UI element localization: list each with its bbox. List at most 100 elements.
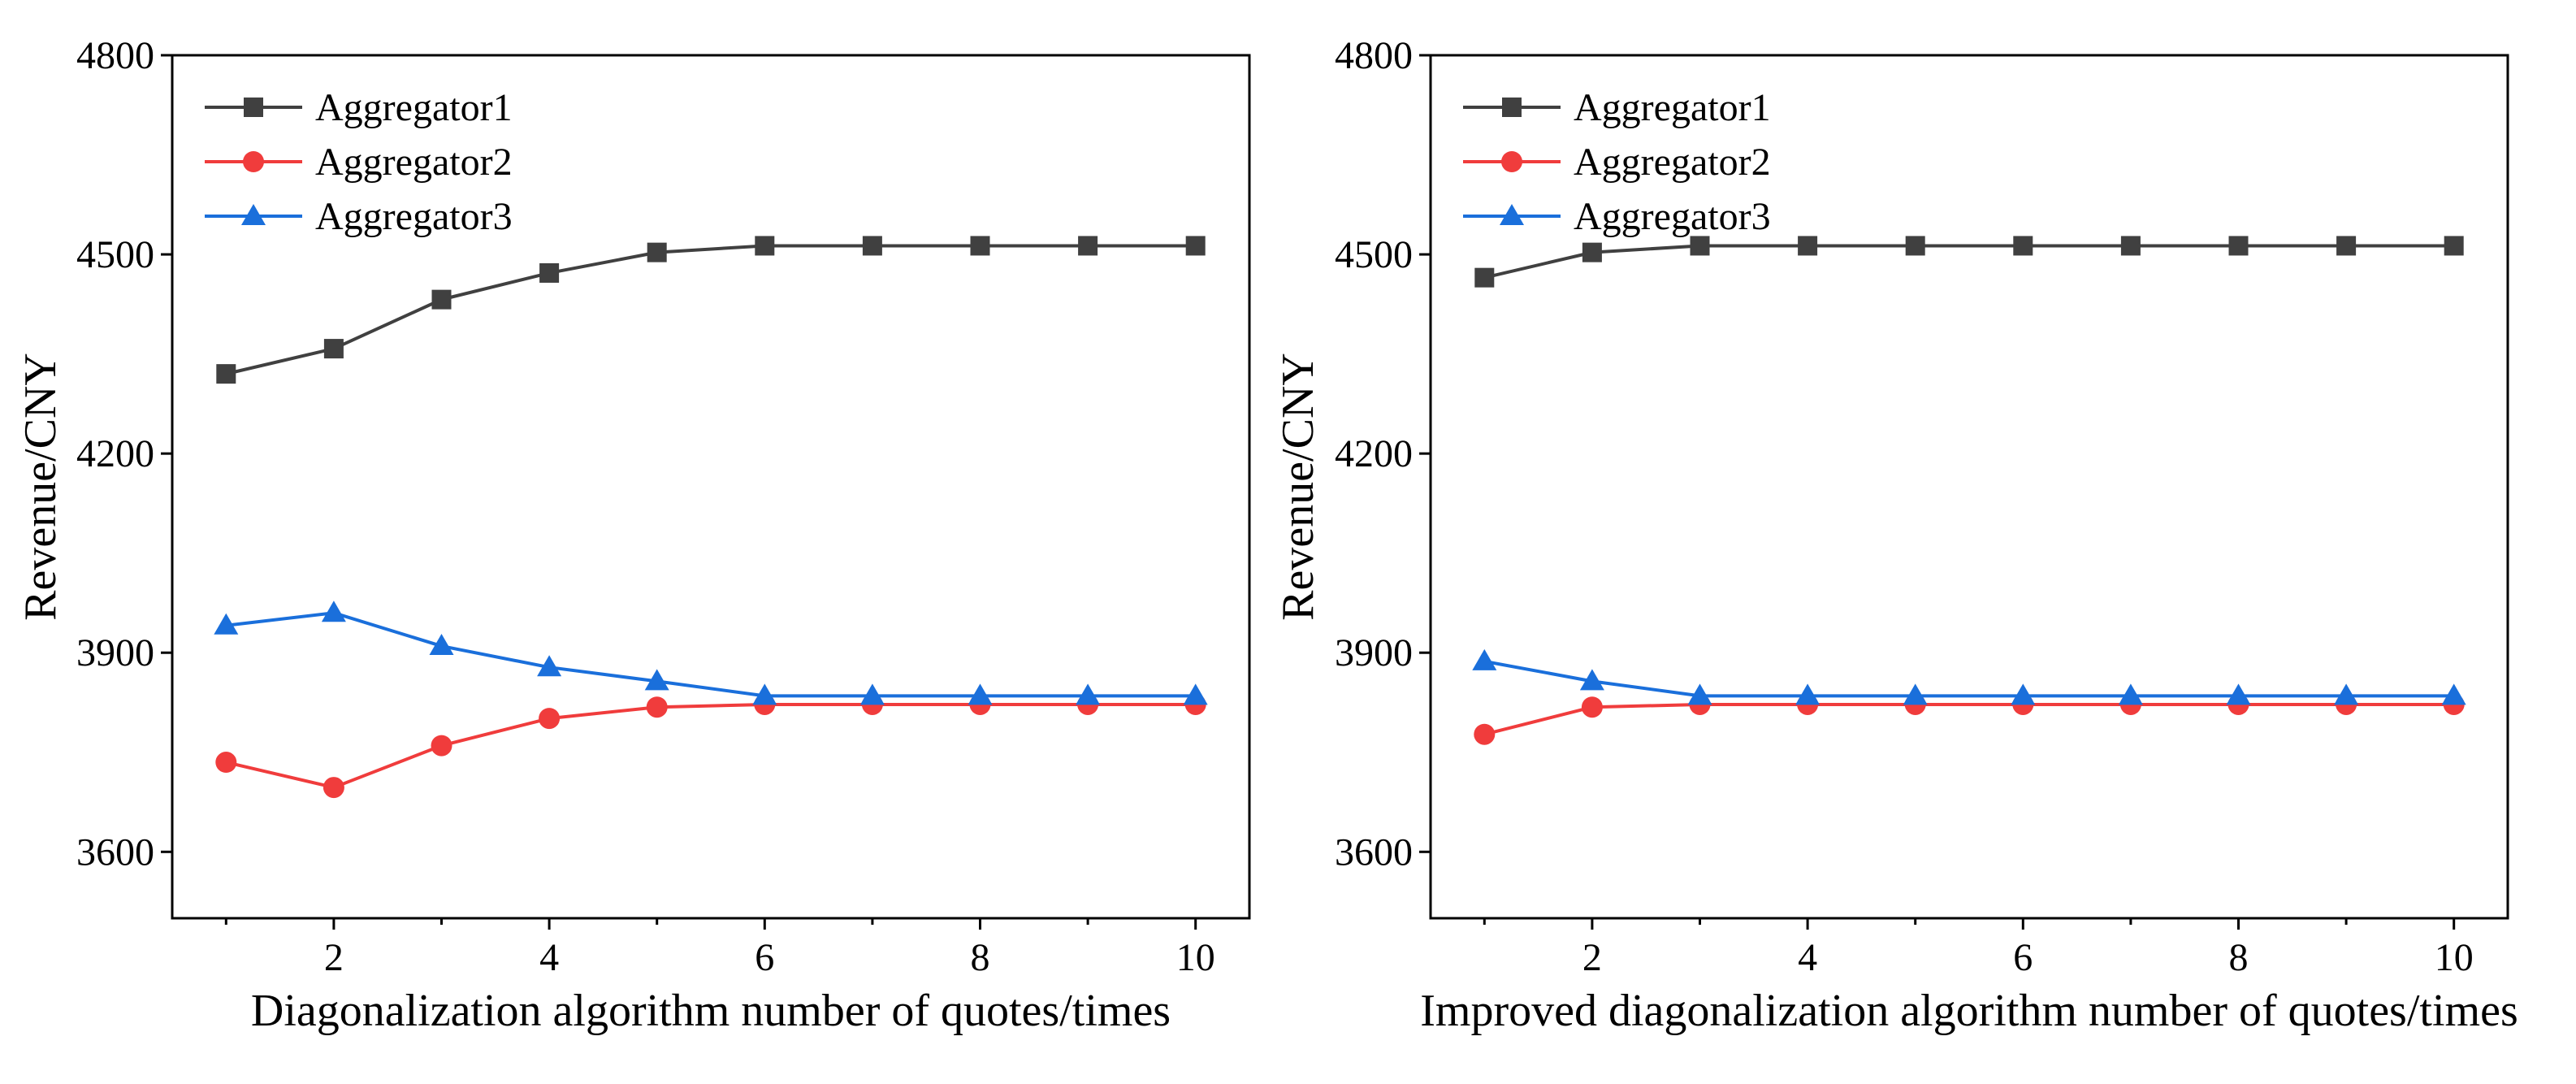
plot-frame [1429, 54, 2509, 920]
series-line [225, 244, 1196, 376]
data-point [431, 289, 452, 310]
legend-label: Aggregator2 [315, 141, 513, 184]
series-aggregator2 [215, 693, 1206, 799]
y-tick-label: 4500 [76, 233, 154, 276]
x-axis-title: Diagonalization algorithm number of quot… [251, 986, 1171, 1036]
data-point [2334, 683, 2359, 705]
data-point [647, 242, 667, 262]
chart-panel-2: 3600 3900 4200 4500 4800 2 4 6 8 10 Improved diago… [1273, 34, 2518, 1036]
data-point [1690, 236, 1710, 256]
x-tick-label: 6 [755, 936, 774, 979]
series-aggregator3 [1472, 648, 2466, 705]
legend-label: Aggregator3 [1574, 195, 1771, 238]
data-point [537, 655, 562, 677]
x-tick-label: 2 [324, 936, 344, 979]
data-point [862, 236, 882, 256]
data-point [539, 262, 560, 283]
legend-item: Aggregator2 [1463, 141, 1771, 184]
legend-marker [244, 98, 263, 117]
x-tick-label: 4 [1798, 936, 1817, 979]
data-point [323, 777, 344, 799]
legend-item: Aggregator1 [205, 86, 513, 129]
data-point [968, 683, 993, 705]
data-point [1076, 683, 1101, 705]
x-tick-label: 10 [1176, 936, 1215, 979]
data-point [2226, 683, 2251, 705]
x-axis-title: Improved diagonalization algorithm numbe… [1420, 986, 2518, 1036]
data-point [2441, 683, 2466, 705]
legend-marker [243, 151, 264, 172]
data-point [970, 236, 990, 256]
legend-label: Aggregator1 [315, 86, 513, 129]
data-point [2120, 236, 2141, 256]
chart-panel-1: 3600 3900 4200 4500 4800 2 4 6 8 10Diagonalizatio… [15, 34, 1251, 1036]
y-tick-label: 3600 [76, 830, 154, 874]
legend-label: Aggregator3 [315, 195, 513, 238]
legend-label: Aggregator2 [1574, 141, 1771, 184]
data-point [1581, 696, 1603, 718]
series-line [1483, 244, 2454, 280]
legend-item: Aggregator3 [1463, 195, 1771, 238]
data-point [1474, 723, 1496, 745]
data-point [1582, 242, 1602, 262]
x-tick-label: 2 [1582, 936, 1602, 979]
x-tick-label: 6 [2013, 936, 2033, 979]
data-point [1687, 683, 1712, 705]
data-point [859, 683, 885, 705]
y-tick-label: 4500 [1335, 233, 1413, 276]
data-point [539, 708, 561, 730]
data-point [1183, 683, 1208, 705]
data-point [2336, 236, 2357, 256]
data-point [644, 669, 669, 691]
x-tick-label: 10 [2435, 936, 2474, 979]
data-point [1798, 236, 1818, 256]
y-axis-title: Revenue/CNY [1273, 353, 1323, 621]
legend-item: Aggregator1 [1463, 86, 1771, 129]
y-axis-title: Revenue/CNY [15, 353, 66, 621]
series-line [1483, 659, 2454, 698]
x-tick-label: 8 [971, 936, 990, 979]
data-point [1903, 683, 1928, 705]
data-point [755, 236, 775, 256]
data-point [431, 735, 452, 757]
data-point [2228, 236, 2249, 256]
y-tick-label: 4200 [1335, 432, 1413, 475]
legend-marker [241, 204, 266, 225]
data-point [214, 613, 239, 635]
legend-marker [1500, 204, 1524, 225]
series-aggregator3 [214, 601, 1208, 705]
data-point [321, 601, 346, 622]
data-point [2444, 236, 2464, 256]
legend-marker [1502, 98, 1522, 117]
data-point [1795, 683, 1821, 705]
data-point [1078, 236, 1098, 256]
data-point [2013, 236, 2033, 256]
series-line [226, 611, 1196, 698]
y-tick-label: 4800 [1335, 34, 1413, 77]
data-point [1579, 669, 1604, 691]
data-point [429, 634, 454, 656]
data-point [323, 339, 344, 359]
data-point [646, 696, 668, 718]
series-line [1483, 702, 2454, 736]
data-point [1905, 236, 1925, 256]
data-point [1472, 648, 1497, 670]
y-tick-label: 3600 [1335, 830, 1413, 874]
x-tick-label: 8 [2229, 936, 2249, 979]
y-tick-label: 3900 [76, 631, 154, 674]
data-point [216, 364, 236, 384]
series-aggregator1 [216, 236, 1206, 384]
data-point [1185, 236, 1206, 256]
series-line [225, 702, 1196, 790]
x-tick-label: 4 [539, 936, 559, 979]
legend-marker [1501, 151, 1522, 172]
series-aggregator1 [1474, 236, 2464, 288]
data-point [2118, 683, 2143, 705]
data-point [1474, 267, 1495, 288]
data-point [752, 683, 777, 705]
plot-frame [171, 54, 1251, 920]
legend-label: Aggregator1 [1574, 86, 1771, 129]
data-point [215, 752, 237, 774]
